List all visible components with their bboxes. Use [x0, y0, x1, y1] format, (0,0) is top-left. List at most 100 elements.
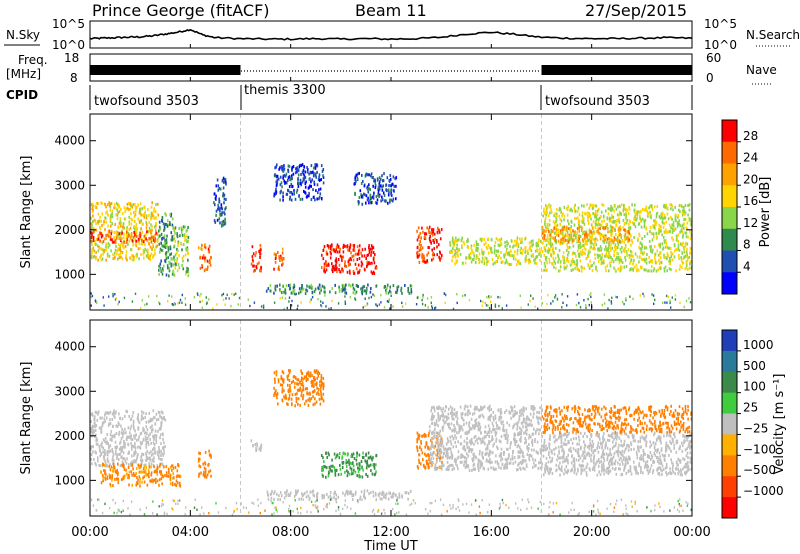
range-cell — [97, 237, 100, 241]
range-cell — [345, 291, 348, 295]
range-cell — [279, 175, 282, 179]
range-cell — [181, 248, 183, 252]
range-cell — [517, 443, 520, 447]
range-cell — [603, 302, 606, 305]
range-cell — [131, 444, 134, 448]
range-cell — [124, 217, 127, 221]
range-cell — [369, 200, 371, 203]
range-cell — [359, 475, 362, 479]
range-cell — [595, 209, 597, 213]
range-cell — [308, 194, 310, 198]
range-cell — [352, 248, 355, 252]
range-cell — [155, 229, 157, 233]
range-cell — [94, 243, 96, 246]
range-cell — [274, 166, 276, 170]
range-cell — [358, 257, 361, 260]
range-cell — [91, 248, 93, 252]
range-cell — [603, 258, 605, 262]
range-cell — [463, 423, 465, 426]
velocity-data — [90, 320, 692, 516]
range-cell — [566, 234, 568, 238]
range-cell — [123, 206, 126, 210]
range-cell — [551, 243, 554, 247]
range-cell — [506, 240, 508, 244]
range-cell — [516, 424, 519, 428]
range-cell — [455, 239, 457, 243]
range-cell — [513, 423, 515, 427]
range-cell — [632, 262, 634, 266]
range-cell — [150, 240, 153, 244]
range-cell — [126, 228, 128, 232]
range-cell — [330, 496, 333, 500]
range-cell — [560, 231, 562, 235]
range-cell — [107, 453, 109, 457]
range-cell — [378, 187, 381, 191]
range-cell — [333, 249, 336, 253]
range-cell — [260, 269, 262, 273]
range-cell — [487, 243, 490, 247]
range-cell — [654, 227, 656, 231]
range-cell — [146, 449, 148, 453]
range-cell — [143, 470, 145, 474]
range-cell — [126, 457, 128, 461]
range-cell — [466, 405, 469, 409]
range-cell — [157, 410, 160, 414]
range-cell — [310, 184, 312, 188]
range-cell — [133, 474, 135, 477]
range-cell — [156, 472, 159, 476]
range-cell — [260, 265, 262, 269]
range-cell — [611, 229, 613, 232]
range-cell — [555, 246, 557, 250]
range-cell — [361, 173, 363, 177]
range-cell — [367, 283, 369, 287]
range-cell — [140, 470, 142, 474]
range-cell — [338, 268, 340, 271]
range-cell — [316, 491, 319, 495]
range-cell — [147, 248, 149, 252]
range-cell — [162, 222, 165, 226]
range-cell — [519, 294, 521, 297]
range-cell — [568, 222, 570, 226]
range-cell — [90, 427, 92, 431]
range-cell — [121, 463, 123, 467]
range-cell — [576, 239, 579, 243]
range-cell — [352, 472, 354, 475]
range-cell — [206, 473, 209, 477]
range-cell — [489, 247, 492, 251]
range-cell — [126, 436, 128, 440]
range-cell — [372, 293, 374, 296]
range-cell — [166, 264, 169, 268]
range-cell — [346, 244, 349, 248]
range-cell — [325, 261, 327, 265]
range-cell — [588, 211, 590, 215]
range-cell — [139, 247, 141, 250]
range-cell — [163, 236, 165, 240]
range-cell — [95, 463, 97, 467]
range-cell — [370, 244, 373, 248]
range-cell — [106, 441, 109, 445]
range-cell — [300, 301, 302, 304]
range-cell — [105, 472, 107, 476]
range-cell — [155, 412, 158, 416]
noise-sky-line — [89, 28, 693, 41]
range-cell — [577, 206, 580, 210]
range-cell — [330, 307, 332, 310]
range-cell — [684, 241, 687, 245]
range-cell — [498, 254, 500, 258]
range-cell — [597, 247, 600, 251]
range-cell — [251, 255, 254, 259]
range-cell — [390, 189, 392, 192]
range-cell — [220, 213, 223, 217]
range-cell — [467, 239, 469, 243]
range-cell — [571, 262, 573, 266]
range-cell — [389, 289, 391, 293]
range-cell — [477, 243, 480, 246]
range-cell — [643, 258, 645, 261]
range-cell — [646, 232, 649, 236]
range-cell — [559, 260, 562, 264]
power-ylabel: Slant Range [km] — [19, 156, 34, 269]
range-cell — [678, 267, 681, 271]
range-cell — [475, 254, 478, 258]
range-cell — [107, 224, 109, 228]
range-cell — [276, 183, 278, 187]
